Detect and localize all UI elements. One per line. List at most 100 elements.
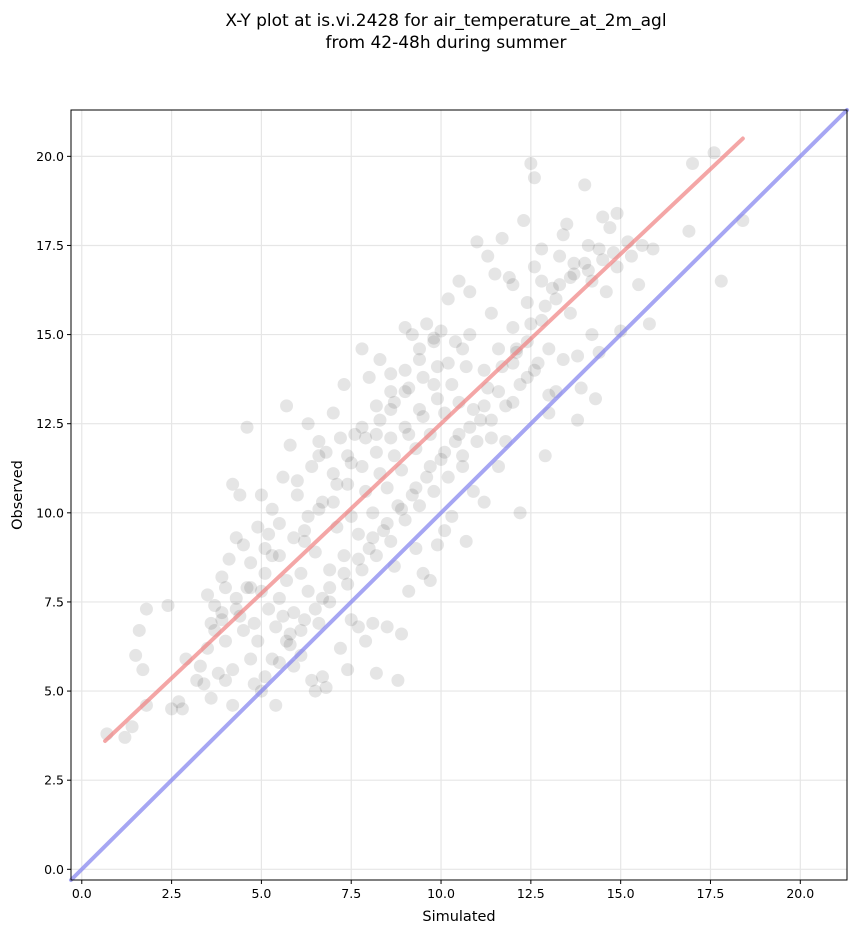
data-point <box>294 623 308 637</box>
data-point <box>538 449 552 463</box>
data-point <box>247 616 261 630</box>
data-point <box>427 331 441 345</box>
data-point <box>596 253 610 267</box>
data-point <box>391 673 405 687</box>
data-point <box>218 673 232 687</box>
data-point <box>247 677 261 691</box>
data-point <box>208 599 222 613</box>
data-point <box>434 324 448 338</box>
data-point <box>599 285 613 299</box>
data-point <box>527 171 541 185</box>
data-point <box>438 445 452 459</box>
data-point <box>125 720 139 734</box>
x-tick-label: 2.5 <box>162 886 182 901</box>
data-point <box>402 427 416 441</box>
data-point <box>265 652 279 666</box>
data-point <box>427 377 441 391</box>
data-point <box>714 274 728 288</box>
data-point <box>197 677 211 691</box>
grid <box>71 110 847 880</box>
data-point <box>351 552 365 566</box>
data-point <box>366 531 380 545</box>
data-point <box>301 509 315 523</box>
data-point <box>244 556 258 570</box>
data-point <box>481 249 495 263</box>
data-point <box>484 306 498 320</box>
data-point <box>280 399 294 413</box>
x-tick-label: 12.5 <box>517 886 545 901</box>
data-point <box>484 413 498 427</box>
data-point <box>355 420 369 434</box>
data-point <box>373 353 387 367</box>
data-point <box>420 470 434 484</box>
x-tick-label: 0.0 <box>72 886 92 901</box>
data-point <box>456 449 470 463</box>
data-point <box>395 502 409 516</box>
data-point <box>581 263 595 277</box>
data-point <box>574 381 588 395</box>
data-point <box>531 356 545 370</box>
data-point <box>276 470 290 484</box>
data-point <box>632 278 646 292</box>
data-point <box>563 271 577 285</box>
data-point <box>312 502 326 516</box>
x-tick-label: 5.0 <box>251 886 271 901</box>
data-point <box>218 634 232 648</box>
data-point <box>218 581 232 595</box>
data-point <box>438 524 452 538</box>
data-point <box>603 221 617 235</box>
data-point <box>499 399 513 413</box>
data-point <box>362 541 376 555</box>
data-point <box>567 267 581 281</box>
data-point <box>395 627 409 641</box>
data-point <box>265 549 279 563</box>
chart-title-line-1: X-Y plot at is.vi.2428 for air_temperatu… <box>225 11 666 31</box>
data-point <box>369 666 383 680</box>
data-point <box>463 285 477 299</box>
data-point <box>589 392 603 406</box>
data-point <box>359 634 373 648</box>
data-point <box>308 684 322 698</box>
data-point <box>323 563 337 577</box>
data-point <box>542 388 556 402</box>
data-point <box>456 342 470 356</box>
data-point <box>215 606 229 620</box>
data-point <box>592 345 606 359</box>
data-point <box>265 502 279 516</box>
identity-line <box>69 108 849 882</box>
data-point <box>337 566 351 580</box>
data-point <box>298 613 312 627</box>
data-point <box>344 613 358 627</box>
data-point <box>341 449 355 463</box>
data-point <box>542 342 556 356</box>
data-point <box>312 616 326 630</box>
data-point <box>301 417 315 431</box>
data-point <box>527 260 541 274</box>
data-point <box>430 360 444 374</box>
data-point <box>427 335 441 349</box>
data-point <box>445 509 459 523</box>
data-points <box>100 146 750 744</box>
data-point <box>412 499 426 513</box>
data-point <box>456 459 470 473</box>
data-point <box>398 385 412 399</box>
data-point <box>323 581 337 595</box>
data-point <box>409 481 423 495</box>
data-point <box>359 431 373 445</box>
data-point <box>495 231 509 245</box>
data-point <box>427 484 441 498</box>
data-point <box>366 616 380 630</box>
data-point <box>269 620 283 634</box>
data-point <box>290 488 304 502</box>
data-point <box>118 730 132 744</box>
data-point <box>387 449 401 463</box>
data-point <box>132 623 146 637</box>
data-point <box>251 520 265 534</box>
data-point <box>405 328 419 342</box>
data-point <box>571 413 585 427</box>
data-point <box>129 648 143 662</box>
data-point <box>441 356 455 370</box>
data-point <box>362 370 376 384</box>
x-axis: 0.0 2.5 5.0 7.5 10.0 12.5 15.0 17.5 20.0 <box>72 880 814 901</box>
data-point <box>556 228 570 242</box>
